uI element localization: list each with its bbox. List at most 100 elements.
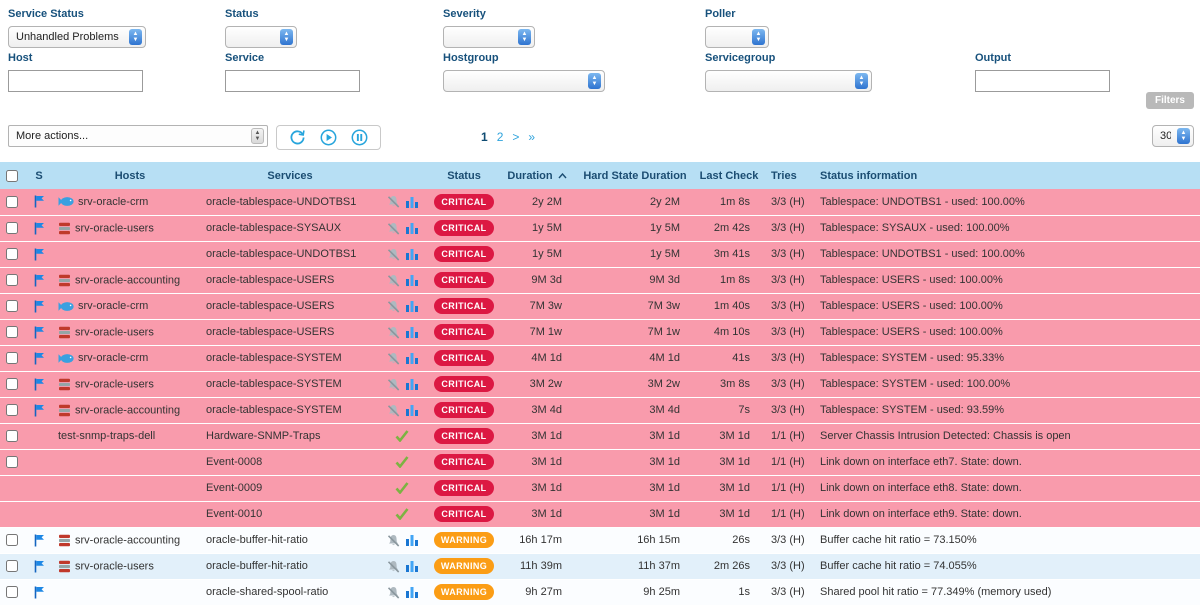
pause-button[interactable] [348, 129, 371, 146]
col-header-last-check[interactable]: Last Check [694, 162, 764, 189]
graph-icon[interactable] [405, 222, 418, 234]
service-name[interactable]: oracle-tablespace-SYSTEM [206, 404, 342, 416]
graph-icon[interactable] [405, 378, 418, 390]
service-name[interactable]: oracle-tablespace-UNDOTBS1 [206, 195, 357, 208]
row-checkbox[interactable] [6, 222, 18, 235]
row-checkbox[interactable] [6, 378, 18, 391]
host-name[interactable]: srv-oracle-crm [78, 300, 149, 312]
host-name[interactable]: srv-oracle-crm [78, 195, 149, 208]
service-name[interactable]: oracle-tablespace-USERS [206, 274, 335, 286]
row-checkbox[interactable] [6, 248, 18, 261]
flag-icon[interactable] [34, 404, 45, 417]
host-name[interactable]: test-snmp-traps-dell [58, 430, 156, 442]
service-name[interactable]: Event-0008 [206, 456, 263, 468]
tries-value: 3/3 (H) [771, 560, 805, 572]
graph-icon[interactable] [405, 404, 418, 416]
host-name[interactable]: srv-oracle-crm [78, 352, 149, 364]
graph-icon[interactable] [405, 586, 418, 598]
host-name[interactable]: srv-oracle-users [75, 325, 154, 338]
service-name[interactable]: oracle-shared-spool-ratio [206, 586, 329, 598]
host-name[interactable]: srv-oracle-users [75, 221, 154, 234]
flag-icon[interactable] [34, 560, 45, 573]
flag-icon[interactable] [34, 534, 45, 547]
service-name[interactable]: oracle-tablespace-SYSAUX [206, 222, 342, 234]
service-input[interactable] [225, 70, 360, 92]
service-name[interactable]: oracle-tablespace-SYSTEM [206, 352, 342, 364]
row-checkbox[interactable] [6, 326, 18, 339]
host-name[interactable]: srv-oracle-accounting [75, 403, 181, 416]
hostgroup-select[interactable] [443, 70, 605, 92]
graph-icon[interactable] [405, 274, 418, 286]
col-header-s[interactable]: S [24, 162, 54, 189]
filter-service: Service [225, 52, 360, 92]
row-checkbox[interactable] [6, 352, 18, 365]
row-checkbox[interactable] [6, 586, 18, 599]
page-size: 30 ▲ ▼ [1152, 125, 1194, 147]
service-status-select[interactable]: Unhandled Problems [8, 26, 146, 48]
host-name[interactable]: srv-oracle-users [75, 559, 154, 572]
service-name[interactable]: oracle-tablespace-USERS [206, 326, 335, 338]
page-2[interactable]: 2 [496, 130, 504, 144]
poller-select[interactable] [705, 26, 769, 48]
graph-icon[interactable] [405, 326, 418, 338]
row-checkbox[interactable] [6, 274, 18, 287]
col-header-services[interactable]: Services [202, 162, 374, 189]
page-size-select[interactable]: 30 [1152, 125, 1194, 147]
page-1[interactable]: 1 [481, 130, 488, 144]
service-name[interactable]: oracle-buffer-hit-ratio [206, 534, 308, 546]
output-input[interactable] [975, 70, 1110, 92]
col-header-status-information[interactable]: Status information [812, 162, 1200, 189]
servicegroup-select[interactable] [705, 70, 872, 92]
flag-icon[interactable] [34, 352, 45, 365]
page-next[interactable]: > [512, 130, 520, 144]
service-name[interactable]: oracle-buffer-hit-ratio [206, 560, 308, 572]
flag-icon[interactable] [34, 274, 45, 287]
service-name[interactable]: Hardware-SNMP-Traps [206, 430, 321, 442]
service-name[interactable]: Event-0010 [206, 508, 263, 520]
flag-icon[interactable] [34, 248, 45, 261]
flag-icon[interactable] [34, 222, 45, 235]
row-checkbox[interactable] [6, 404, 18, 417]
graph-icon[interactable] [405, 560, 418, 572]
host-name[interactable]: srv-oracle-users [75, 377, 154, 390]
filters-button[interactable]: Filters [1145, 92, 1194, 109]
graph-icon[interactable] [405, 300, 418, 312]
service-name[interactable]: Event-0009 [206, 482, 263, 494]
actions-toolbar: More actions... ▲ ▼ 1 2 > » 30 ▲ ▼ [0, 118, 1200, 162]
hard-state-duration-value: 9h 25m [643, 586, 680, 598]
more-actions-select[interactable]: More actions... [8, 125, 268, 147]
col-header-tries[interactable]: Tries [764, 162, 812, 189]
service-name[interactable]: oracle-tablespace-SYSTEM [206, 378, 342, 390]
monitoring-controls [276, 125, 381, 150]
refresh-button[interactable] [286, 129, 309, 146]
host-name[interactable]: srv-oracle-accounting [75, 273, 181, 286]
flag-icon[interactable] [34, 378, 45, 391]
graph-icon[interactable] [405, 352, 418, 364]
flag-icon[interactable] [34, 326, 45, 339]
host-input[interactable] [8, 70, 143, 92]
col-header-hosts[interactable]: Hosts [54, 162, 202, 189]
col-header-hard-state-duration[interactable]: Hard State Duration [576, 162, 694, 189]
graph-icon[interactable] [405, 196, 418, 208]
row-checkbox[interactable] [6, 300, 18, 313]
graph-icon[interactable] [405, 248, 418, 260]
status-select[interactable] [225, 26, 297, 48]
row-checkbox[interactable] [6, 456, 18, 469]
page-last[interactable]: » [528, 130, 536, 144]
flag-icon[interactable] [34, 586, 45, 599]
row-checkbox[interactable] [6, 195, 18, 208]
select-all-checkbox[interactable] [6, 169, 18, 182]
flag-icon[interactable] [34, 195, 45, 208]
row-checkbox[interactable] [6, 534, 18, 547]
col-header-status[interactable]: Status [430, 162, 498, 189]
col-header-duration[interactable]: Duration [498, 162, 576, 189]
graph-icon[interactable] [405, 534, 418, 546]
service-name[interactable]: oracle-tablespace-UNDOTBS1 [206, 248, 357, 260]
play-button[interactable] [317, 129, 340, 146]
row-checkbox[interactable] [6, 560, 18, 573]
service-name[interactable]: oracle-tablespace-USERS [206, 300, 335, 312]
host-name[interactable]: srv-oracle-accounting [75, 533, 181, 546]
severity-select[interactable] [443, 26, 535, 48]
row-checkbox[interactable] [6, 430, 18, 443]
flag-icon[interactable] [34, 300, 45, 313]
